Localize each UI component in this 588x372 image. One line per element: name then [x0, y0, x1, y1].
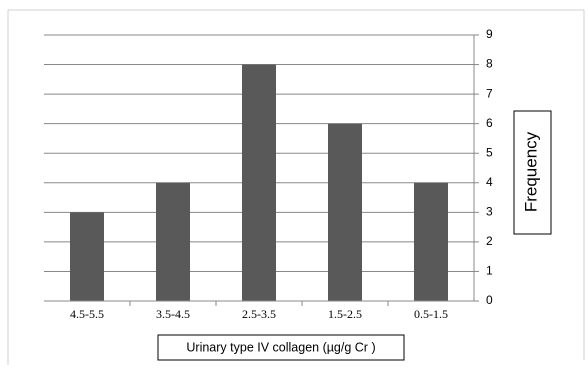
y-tick-label: 8 — [486, 57, 493, 71]
bar — [328, 123, 362, 302]
bar — [156, 182, 190, 301]
x-axis-title-box — [157, 334, 405, 361]
x-tick-label: 1.5-2.5 — [328, 307, 362, 321]
axes — [44, 34, 479, 306]
bar — [242, 64, 276, 301]
y-axis-title: Frequency — [521, 131, 540, 212]
y-tick-label: 3 — [486, 205, 493, 219]
y-tick-label: 0 — [486, 293, 493, 307]
y-tick-labels: 0 1 2 3 4 5 6 7 8 9 — [486, 27, 493, 307]
y-tick-label: 9 — [486, 27, 493, 41]
x-tick-label: 4.5-5.5 — [70, 307, 104, 321]
y-tick-label: 4 — [486, 175, 493, 189]
x-axis-title: Urinary type IV collagen (µg/g Cr ) — [186, 340, 375, 354]
y-tick-label: 1 — [486, 264, 493, 278]
y-tick-label: 6 — [486, 116, 493, 130]
bar — [414, 182, 448, 301]
bar — [70, 212, 104, 301]
x-tick-label: 3.5-4.5 — [156, 307, 190, 321]
x-tick-label: 2.5-3.5 — [242, 307, 276, 321]
y-axis-title-box — [513, 110, 552, 235]
y-tick-label: 5 — [486, 145, 493, 159]
x-tick-label: 0.5-1.5 — [414, 307, 448, 321]
y-tick-label: 2 — [486, 234, 493, 248]
x-tick-labels: 4.5-5.5 3.5-4.5 2.5-3.5 1.5-2.5 0.5-1.5 — [70, 307, 448, 321]
y-tick-label: 7 — [486, 86, 493, 100]
bars — [70, 64, 448, 302]
